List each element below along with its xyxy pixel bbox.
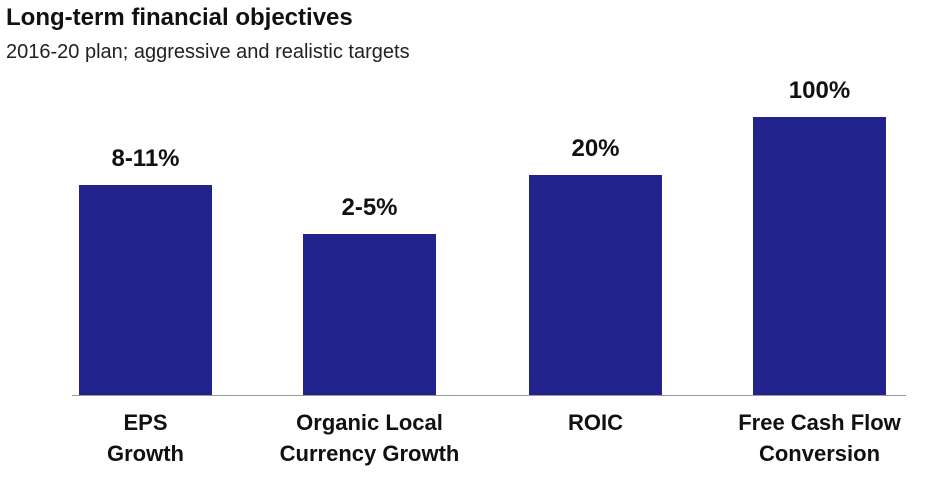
bar: [303, 234, 436, 395]
x-tick-label: EPS Growth: [107, 410, 184, 466]
x-tick-label: Free Cash Flow Conversion: [738, 410, 901, 466]
chart-subtitle: 2016-20 plan; aggressive and realistic t…: [6, 41, 410, 63]
x-tick-label: Organic Local Currency Growth: [279, 410, 460, 466]
value-label: 8-11%: [111, 145, 180, 172]
x-tick-label: ROIC: [568, 410, 623, 435]
value-label: 100%: [788, 77, 851, 104]
baseline: [72, 395, 906, 396]
chart-title: Long-term financial objectives: [6, 4, 353, 31]
value-label: 20%: [571, 135, 620, 162]
bar: [529, 175, 662, 395]
bar: [79, 185, 212, 395]
bar: [753, 117, 886, 395]
value-label: 2-5%: [341, 194, 398, 221]
